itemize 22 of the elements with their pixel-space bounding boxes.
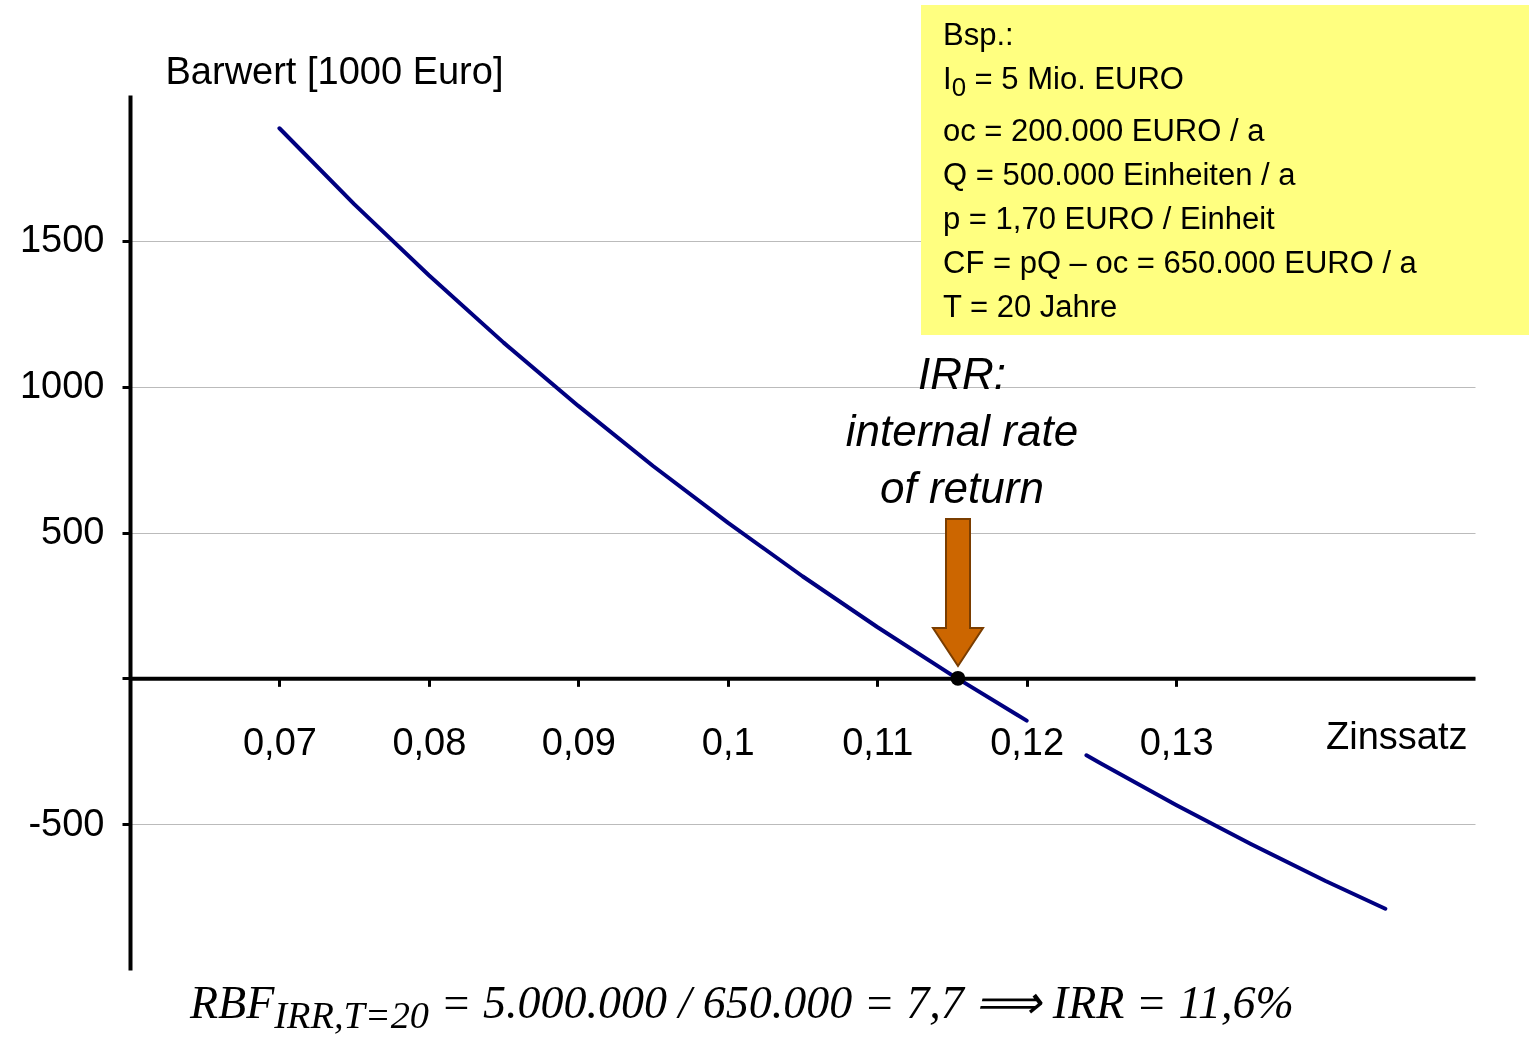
annotation: Q = 500.000 Einheiten / a <box>943 156 1297 195</box>
x-tick-label: 0,08 <box>392 720 467 763</box>
y-tick-label: -500 <box>28 801 105 844</box>
annotation: oc = 200.000 EURO / a <box>943 112 1266 151</box>
annotation: CF = pQ – oc = 650.000 EURO / a <box>943 244 1418 283</box>
y-tick-label: 1000 <box>19 364 105 407</box>
y-axis-title: Barwert [1000 Euro] <box>165 49 504 92</box>
x-tick-label: 0,1 <box>701 720 755 763</box>
x-axis-title: Zinssatz <box>1326 714 1468 757</box>
y-tick-label: 500 <box>41 510 105 552</box>
text: RBF$_{IRR,T=20}$ = 5.000.000 / 650.000 = 7,7 ⟹ IRR = 11,6% <box>190 976 1294 1038</box>
x-tick-label: 0,13 <box>1139 720 1214 763</box>
y-tick-label: 1500 <box>19 218 105 261</box>
x-tick-label: 0,09 <box>541 720 616 763</box>
x-tick-label: 0,11 <box>842 720 914 763</box>
annotation: IRR: internal rate of return <box>845 349 1079 513</box>
x-tick-label: 0,07 <box>242 720 317 763</box>
annotation: T = 20 Jahre <box>943 288 1119 327</box>
annotation: p = 1,70 EURO / Einheit <box>943 200 1276 239</box>
x-tick-label: 0,12 <box>990 720 1065 763</box>
text: Bsp.: <box>943 17 1014 52</box>
annotation: I$_{0}$ = 5 Mio. EURO <box>943 60 1185 104</box>
